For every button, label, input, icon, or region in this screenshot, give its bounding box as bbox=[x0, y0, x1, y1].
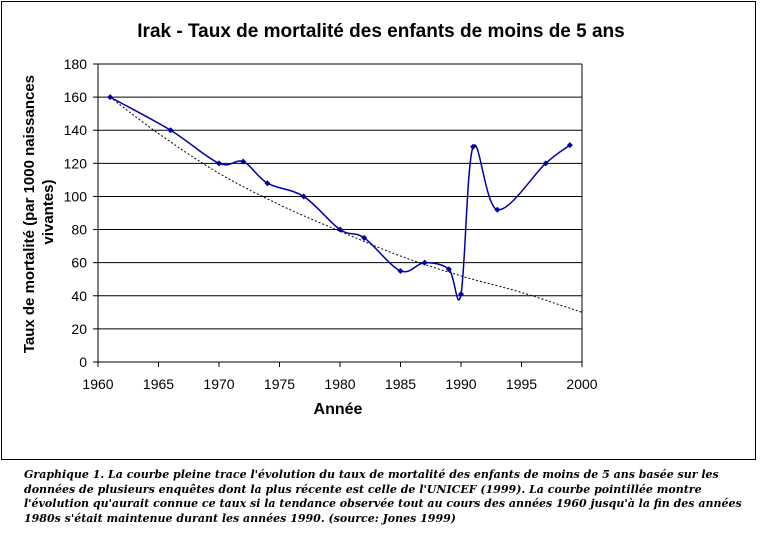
data-point-1972 bbox=[240, 158, 247, 165]
y-tick-label-180: 180 bbox=[64, 56, 88, 72]
y-axis-label-line-2: vivantes) bbox=[40, 179, 57, 244]
axes bbox=[97, 64, 583, 363]
x-tick-label-1995: 1995 bbox=[506, 376, 537, 392]
data-point-1985 bbox=[397, 267, 404, 274]
x-axis-label: Année bbox=[314, 401, 363, 418]
chart-area: Irak - Taux de mortalité des enfants de … bbox=[1, 1, 756, 460]
y-tick-label-100: 100 bbox=[64, 188, 88, 204]
y-tick-label-160: 160 bbox=[64, 89, 88, 105]
x-tick-label-2000: 2000 bbox=[566, 376, 597, 392]
y-tick-label-0: 0 bbox=[79, 354, 87, 370]
y-tick-label-120: 120 bbox=[64, 155, 88, 171]
x-tick-label-1965: 1965 bbox=[143, 376, 174, 392]
x-tick-label-1960: 1960 bbox=[82, 376, 113, 392]
y-axis-label-line-1: Taux de mortalité (par 1000 naissances bbox=[21, 75, 38, 353]
figure-caption: Graphique 1. La courbe pleine trace l'év… bbox=[24, 468, 742, 525]
x-tick-label-1980: 1980 bbox=[324, 376, 355, 392]
data-point-1993 bbox=[494, 206, 501, 213]
y-tick-label-80: 80 bbox=[71, 222, 87, 238]
data-point-1991 bbox=[470, 143, 477, 150]
data-point-1982 bbox=[361, 234, 368, 241]
x-tick-label-1975: 1975 bbox=[264, 376, 295, 392]
data-point-1970 bbox=[216, 160, 222, 167]
data-point-1990 bbox=[458, 291, 464, 298]
x-axis-ticks: 1960 1965 1970 1975 1980 1985 1990 1995 2000 bbox=[82, 362, 598, 392]
data-point-1997 bbox=[542, 160, 549, 167]
x-tick-label-1970: 1970 bbox=[203, 376, 234, 392]
y-tick-label-60: 60 bbox=[71, 255, 87, 271]
mortality-line bbox=[109, 96, 571, 301]
chart-title: Irak - Taux de mortalité des enfants de … bbox=[137, 21, 624, 42]
y-tick-label-140: 140 bbox=[64, 122, 88, 138]
y-axis-ticks: 0 20 40 60 80 100 120 140 160 180 bbox=[64, 56, 98, 370]
data-point-1974 bbox=[264, 180, 271, 187]
data-point-1966 bbox=[167, 127, 174, 134]
x-tick-label-1985: 1985 bbox=[385, 376, 416, 392]
trend-line bbox=[109, 96, 583, 313]
grid-lines bbox=[98, 63, 582, 330]
x-tick-label-1990: 1990 bbox=[445, 376, 476, 392]
chart-svg: Irak - Taux de mortalité des enfants de … bbox=[21, 21, 625, 418]
data-point-1977 bbox=[300, 193, 307, 200]
series-layer bbox=[107, 94, 583, 313]
data-point-1999 bbox=[566, 142, 573, 149]
y-tick-label-40: 40 bbox=[71, 288, 87, 304]
y-axis-label: Taux de mortalité (par 1000 naissances v… bbox=[21, 71, 57, 353]
y-tick-label-20: 20 bbox=[71, 321, 87, 337]
data-point-1989 bbox=[445, 266, 452, 273]
